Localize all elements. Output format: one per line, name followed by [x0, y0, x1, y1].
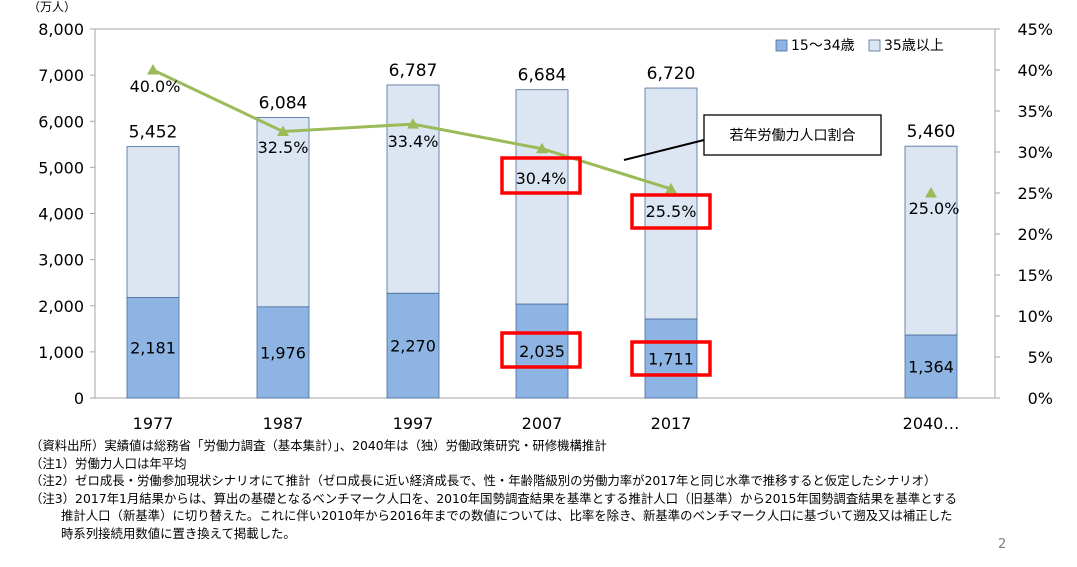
bar-value-label: 1,711 [648, 350, 694, 369]
ratio-value-label: 32.5% [258, 138, 309, 157]
callout: 若年労働力人口割合 [623, 114, 882, 161]
y-tick-label: 8,000 [38, 20, 84, 39]
y2-tick-label: 20% [1017, 225, 1053, 244]
y2-tick-label: 30% [1017, 143, 1053, 162]
y2-tick-label: 0% [1028, 389, 1053, 408]
x-tick-label: 2007 [522, 414, 563, 430]
ratio-marker [665, 182, 677, 194]
y-tick-label: 2,000 [38, 297, 84, 316]
y-axis-unit: （万人） [28, 0, 76, 14]
bar-total-label: 5,460 [907, 122, 956, 142]
bar-segment-35-plus [904, 145, 958, 336]
footnotes: （資料出所）実績値は総務省「労働力調査（基本集計）」、2040年は（独）労働政策… [30, 437, 1070, 543]
highlight-boxes [500, 156, 712, 377]
bar-segment-15-34 [644, 318, 698, 399]
bar-value-label: 2,181 [130, 339, 176, 358]
y-axis: 0 1,000 2,000 3,000 4,000 5,000 6,000 7,000 8,00… [38, 20, 95, 408]
highlight-box [630, 340, 712, 377]
bar-segment-15-34 [904, 334, 958, 399]
y2-tick-label: 5% [1028, 348, 1053, 367]
line-labels-group: 40.0% 32.5% 33.4% 30.4% 25.5% 25.0% [130, 77, 960, 221]
ratio-value-label: 25.0% [909, 199, 960, 218]
ratio-marker [147, 64, 159, 75]
legend-swatch-young [775, 39, 788, 52]
ratio-marker [536, 142, 548, 154]
y2-tick-label: 10% [1017, 307, 1053, 326]
x-tick-label: 2017 [651, 414, 692, 430]
page-number: 2 [998, 537, 1007, 552]
x-tick-label: 1997 [393, 414, 434, 430]
bar-segment-35-plus [644, 87, 698, 320]
legend-label-young: 15～34歳 [791, 38, 855, 54]
note-3: （注3）2017年1月結果からは、算出の基礎となるベンチマーク人口を、2010年… [30, 490, 958, 506]
bar-segment-15-34 [256, 306, 310, 399]
ratio-marker [407, 118, 419, 129]
y-tick-label: 1,000 [38, 343, 84, 362]
highlight-box [630, 193, 712, 230]
y-tick-label: 4,000 [38, 205, 84, 224]
y-tick-label: 0 [74, 389, 84, 408]
workforce-chart: 0 1,000 2,000 3,000 4,000 5,000 6,000 7,000 8,00… [28, 0, 1053, 430]
bar-value-label: 1,976 [260, 343, 306, 362]
bar-total-label: 5,452 [129, 123, 178, 143]
y2-tick-label: 35% [1017, 102, 1053, 121]
bar-segment-15-34 [515, 303, 569, 399]
x-tick-label: 1977 [133, 414, 174, 430]
highlight-box [500, 331, 582, 369]
ratio-marker [277, 125, 289, 136]
y-tick-label: 3,000 [38, 251, 84, 270]
bar-segment-15-34 [126, 297, 180, 399]
bar-value-label: 2,035 [519, 342, 565, 361]
ratio-marker [925, 187, 937, 198]
bar-segment-15-34 [386, 292, 440, 399]
callout-box [703, 114, 882, 156]
legend-label-older: 35歳以上 [884, 38, 944, 54]
note-2: （注2）ゼロ成長・労働参加現状シナリオにて推計（ゼロ成長に近い経済成長で、性・年… [30, 473, 937, 489]
bar-labels-group: 2,181 5,452 1,976 6,084 2,270 6,787 2,035 6,684… [129, 61, 956, 377]
bar-segment-35-plus [386, 84, 440, 294]
note-1: （注1）労働力人口は年平均 [30, 455, 187, 471]
bar-total-label: 6,787 [389, 61, 438, 81]
bar-total-label: 6,084 [259, 93, 308, 113]
y-tick-label: 6,000 [38, 112, 84, 131]
bar-value-label: 1,364 [908, 358, 954, 377]
y2-tick-label: 25% [1017, 184, 1053, 203]
ratio-value-label: 25.5% [646, 202, 697, 221]
bar-segment-35-plus [256, 116, 310, 308]
y-tick-label: 5,000 [38, 158, 84, 177]
x-tick-label: 1987 [263, 414, 304, 430]
y2-tick-label: 40% [1017, 61, 1053, 80]
secondary-y-axis: 0% 5% 10% 15% 20% 25% 30% 35% 40% 45% [995, 20, 1053, 408]
callout-label: 若年労働力人口割合 [730, 127, 856, 144]
legend: 15～34歳 35歳以上 [775, 38, 944, 54]
legend-swatch-older [868, 39, 881, 52]
highlight-box [500, 156, 582, 195]
note-3-cont-1: 推計人口（新基準）に切り替えた。これに伴い2010年から2016年までの数値につ… [61, 508, 953, 524]
ratio-value-label: 40.0% [130, 77, 181, 96]
y2-tick-label: 15% [1017, 266, 1053, 285]
note-3-cont-2: 時系列接続用数値に置き換えて掲載した。 [61, 525, 296, 541]
bar-total-label: 6,684 [518, 66, 567, 86]
bar-value-label: 2,270 [390, 337, 436, 356]
ratio-value-label: 33.4% [388, 132, 439, 151]
line-series-group [147, 64, 937, 198]
y-tick-label: 7,000 [38, 66, 84, 85]
ratio-value-label: 30.4% [516, 169, 567, 188]
x-tick-label: 2040… [903, 414, 960, 430]
note-source: （資料出所）実績値は総務省「労働力調査（基本集計）」、2040年は（独）労働政策… [30, 438, 607, 453]
x-axis: 1977 1987 1997 2007 2017 2040… [133, 414, 960, 430]
bar-total-label: 6,720 [647, 64, 696, 84]
bar-segment-35-plus [515, 89, 569, 305]
callout-pointer [623, 136, 717, 161]
bar-segment-35-plus [126, 146, 180, 298]
y2-tick-label: 45% [1017, 20, 1053, 39]
